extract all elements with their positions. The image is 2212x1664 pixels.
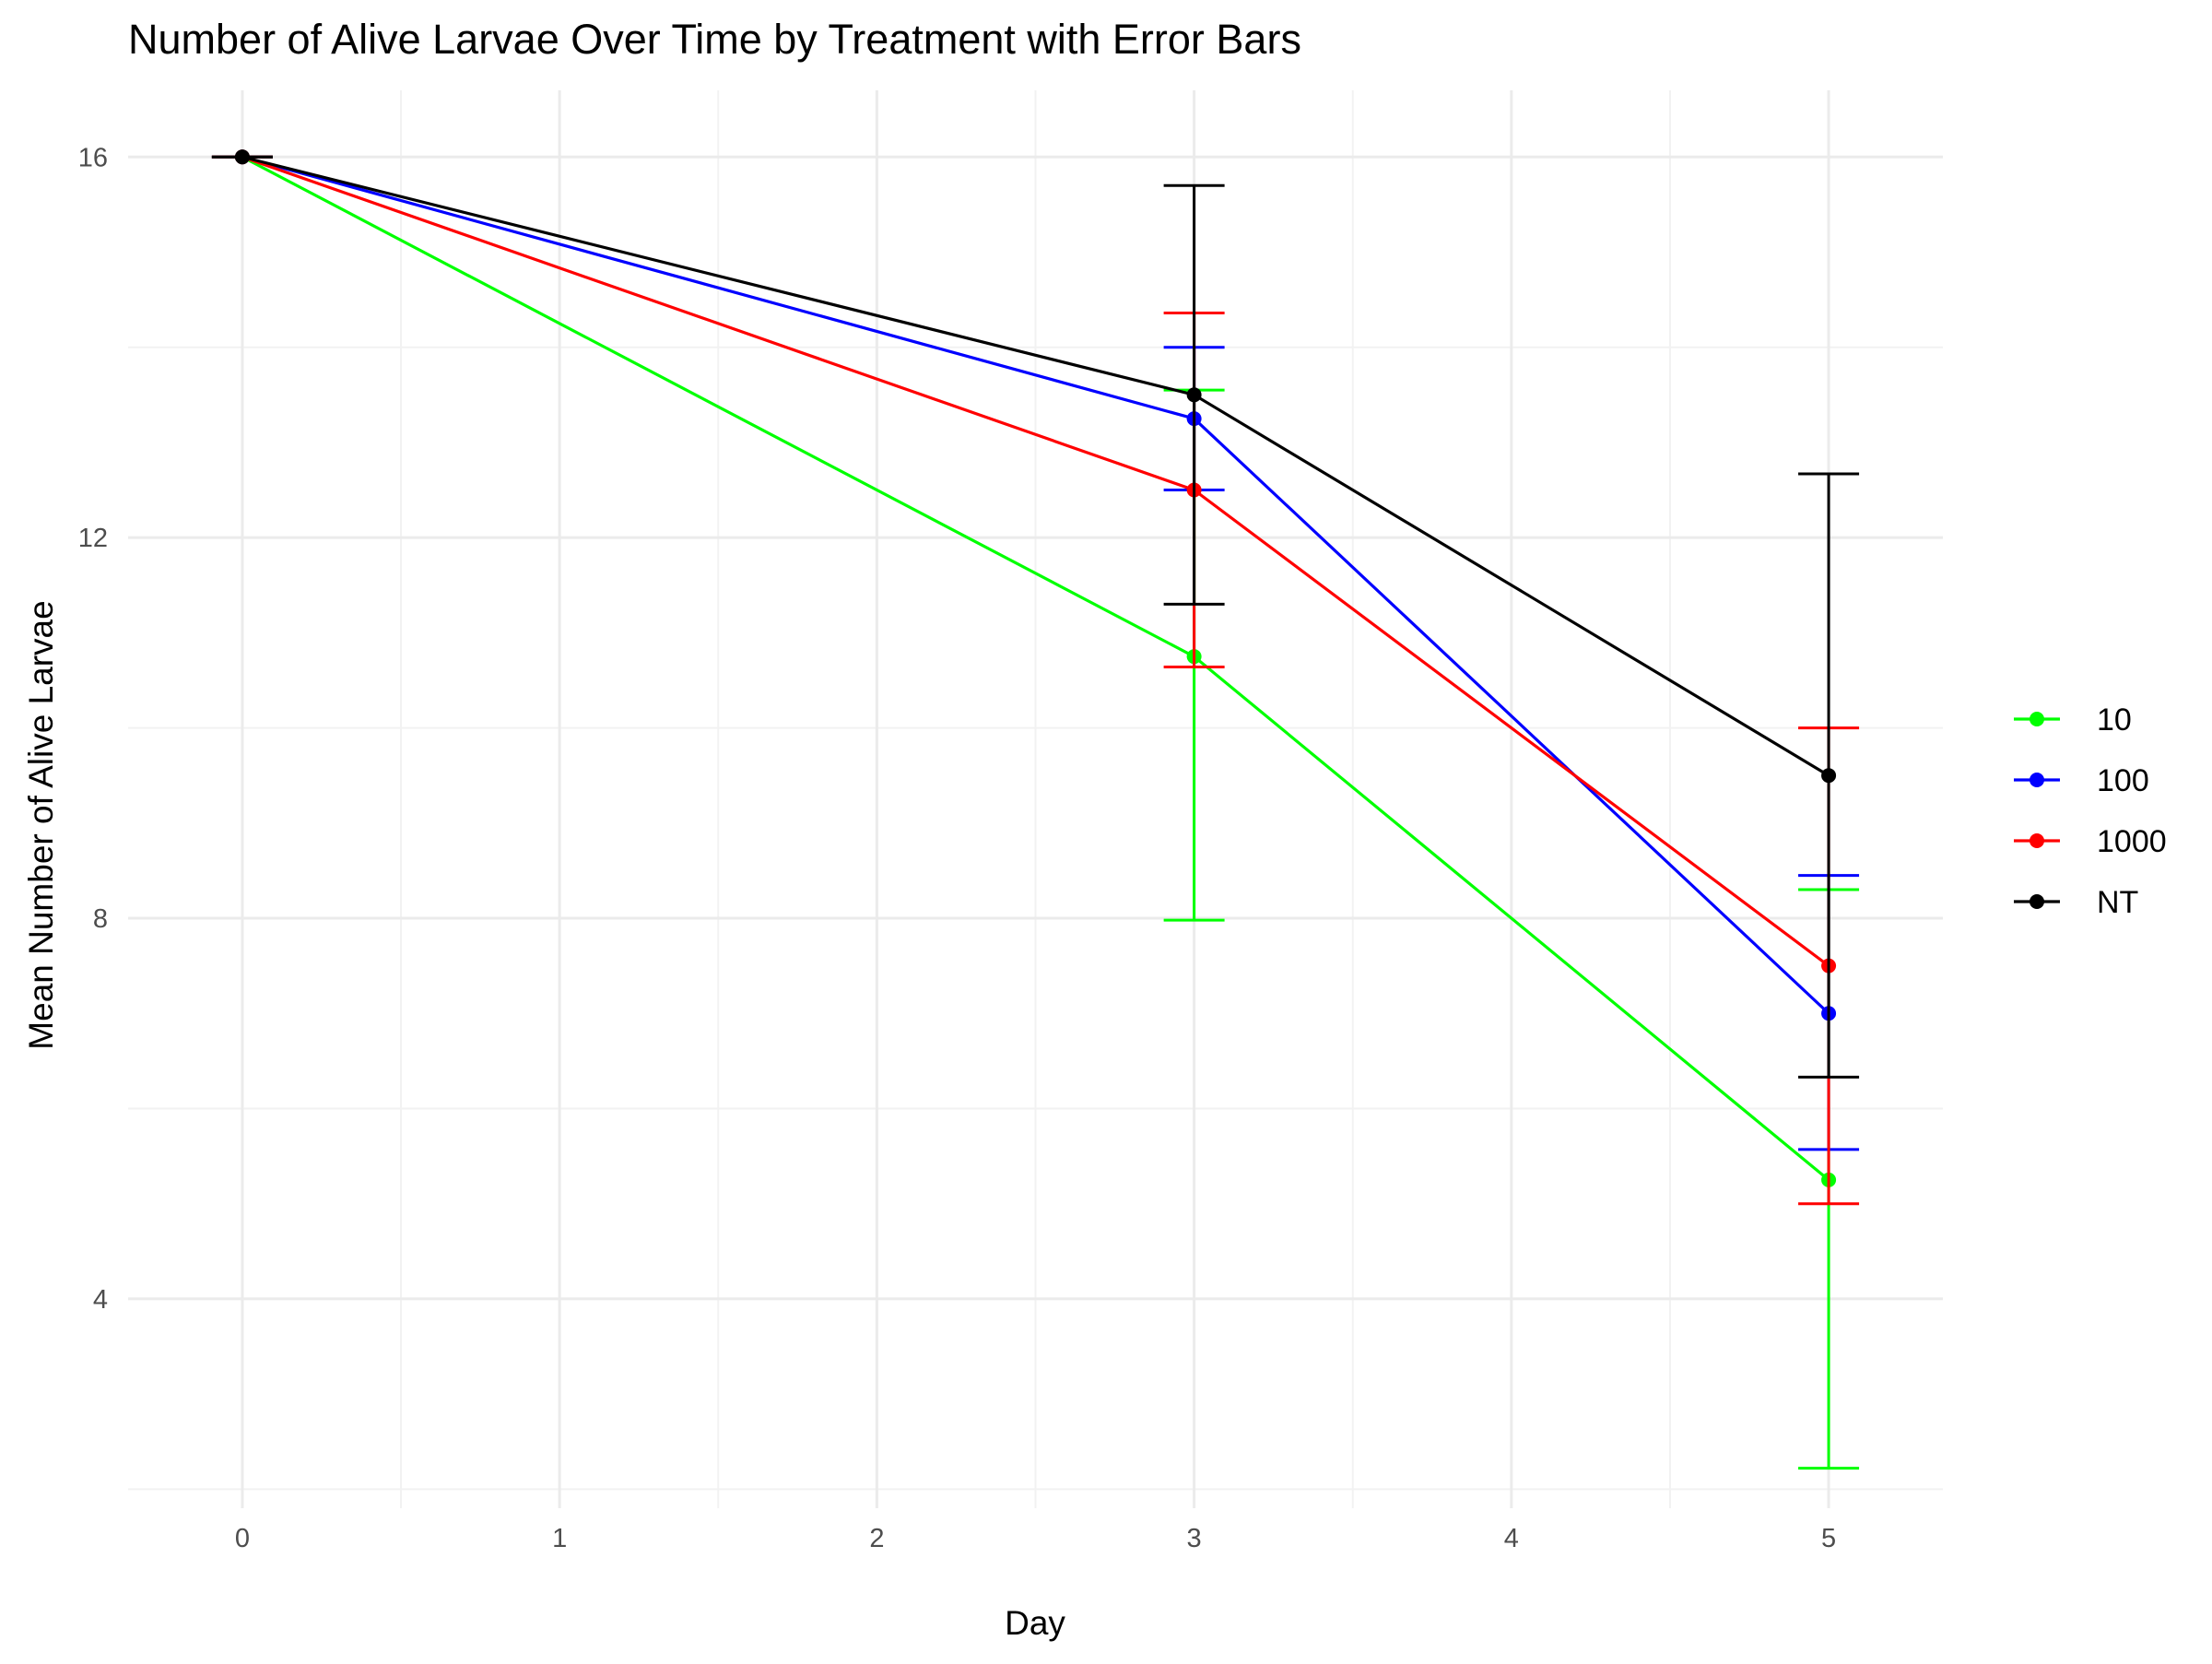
legend-item: 100	[2014, 763, 2149, 798]
series-layer	[211, 149, 1860, 1470]
gridlines	[128, 90, 1943, 1508]
y-axis-label: Mean Number of Alive Larvae	[22, 600, 60, 1049]
legend-label: 100	[2097, 763, 2149, 798]
legend-item: 1000	[2014, 824, 2167, 859]
chart-title: Number of Alive Larvae Over Time by Trea…	[128, 16, 1301, 63]
x-axis-label: Day	[1005, 1604, 1065, 1642]
y-tick-label: 8	[93, 904, 108, 934]
legend: 10 100 1000 NT	[2014, 702, 2167, 920]
data-point	[1186, 387, 1202, 403]
x-tick-label: 2	[869, 1524, 884, 1553]
data-point	[1821, 768, 1837, 784]
x-tick-label: 0	[235, 1524, 250, 1553]
legend-item: 10	[2014, 702, 2132, 738]
legend-key-point	[2030, 712, 2044, 726]
series-NT	[211, 149, 1860, 1079]
legend-key-point	[2030, 833, 2044, 848]
y-tick-label: 4	[93, 1285, 108, 1315]
x-tick-label: 1	[552, 1524, 567, 1553]
x-tick-label: 4	[1504, 1524, 1519, 1553]
x-tick-label: 5	[1821, 1524, 1836, 1553]
y-tick-labels: 4 8 12 16	[78, 143, 108, 1315]
y-tick-label: 16	[78, 143, 108, 172]
legend-key-point	[2030, 773, 2044, 787]
legend-item: NT	[2014, 885, 2138, 920]
data-point	[234, 149, 250, 165]
legend-label: NT	[2097, 885, 2138, 920]
y-tick-label: 12	[78, 524, 108, 553]
legend-key-point	[2030, 894, 2044, 909]
x-tick-label: 3	[1187, 1524, 1202, 1553]
legend-label: 1000	[2097, 824, 2167, 859]
x-tick-labels: 0 1 2 3 4 5	[235, 1524, 1836, 1553]
legend-label: 10	[2097, 702, 2132, 738]
